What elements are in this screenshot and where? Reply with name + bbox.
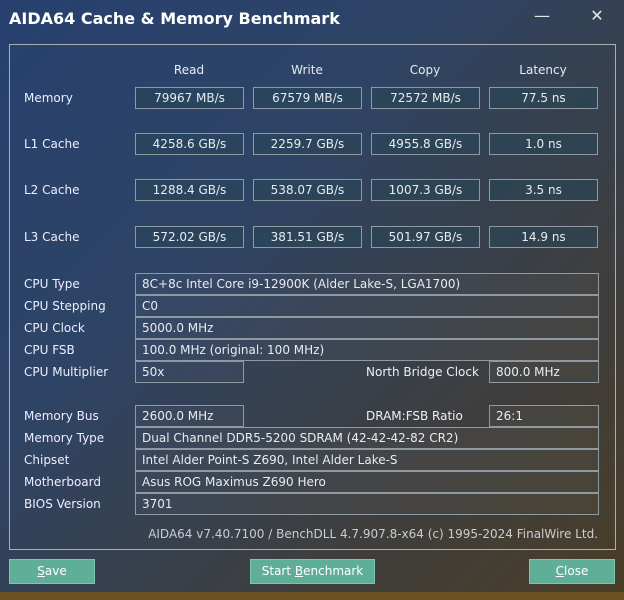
read-value: 1288.4 GB/s [135,179,244,201]
copy-value: 1007.3 GB/s [371,179,480,201]
latency-value: 1.0 ns [489,133,598,155]
start-mnemonic: B [294,564,304,578]
latency-value: 14.9 ns [489,226,598,248]
read-value: 4258.6 GB/s [135,133,244,155]
cpu-stepping-value: C0 [135,295,599,317]
cpu-clock-value: 5000.0 MHz [135,317,599,339]
dram-fsb-label: DRAM:FSB Ratio [366,409,463,423]
dram-fsb-value: 26:1 [489,405,599,427]
cpu-stepping-label: CPU Stepping [24,299,106,313]
chipset-value: Intel Alder Point-S Z690, Intel Alder La… [135,449,599,471]
save-mnemonic: S [37,564,45,578]
minimize-button[interactable]: — [527,6,557,28]
copy-value: 4955.8 GB/s [371,133,480,155]
column-header-copy: Copy [409,63,441,77]
minimize-icon: — [534,6,550,25]
nb-clock-value: 800.0 MHz [489,361,599,383]
start-label: enchmark [303,564,364,578]
copy-value: 72572 MB/s [371,87,480,109]
row-label: L3 Cache [24,230,80,244]
close-icon: ✕ [590,6,604,25]
save-button[interactable]: Save [9,559,95,584]
close-label: lose [564,564,589,578]
latency-value: 3.5 ns [489,179,598,201]
start-benchmark-button[interactable]: Start Benchmark [250,559,375,584]
row-label: L2 Cache [24,183,80,197]
write-value: 381.51 GB/s [253,226,362,248]
close-window-button[interactable]: ✕ [582,6,612,28]
column-header-latency: Latency [519,63,567,77]
start-label-pre: Start [261,564,295,578]
bios-value: 3701 [135,493,599,515]
nb-clock-label: North Bridge Clock [366,365,479,379]
read-value: 572.02 GB/s [135,226,244,248]
save-label: ave [44,564,67,578]
memory-bus-label: Memory Bus [24,409,99,423]
column-header-read: Read [173,63,205,77]
cpu-multiplier-label: CPU Multiplier [24,365,109,379]
close-mnemonic: C [555,564,565,578]
cpu-type-label: CPU Type [24,277,80,291]
memory-type-value: Dual Channel DDR5-5200 SDRAM (42-42-42-8… [135,427,599,449]
cpu-multiplier-value: 50x [135,361,244,383]
motherboard-value: Asus ROG Maximus Z690 Hero [135,471,599,493]
write-value: 538.07 GB/s [253,179,362,201]
memory-bus-value: 2600.0 MHz [135,405,244,427]
cpu-fsb-label: CPU FSB [24,343,75,357]
cpu-type-value: 8C+8c Intel Core i9-12900K (Alder Lake-S… [135,273,599,295]
write-value: 67579 MB/s [253,87,362,109]
chipset-label: Chipset [24,453,70,467]
column-header-write: Write [291,63,323,77]
bios-label: BIOS Version [24,497,101,511]
window-title: AIDA64 Cache & Memory Benchmark [9,9,340,28]
taskbar-strip [0,592,624,600]
row-label: Memory [24,91,73,105]
row-label: L1 Cache [24,137,80,151]
motherboard-label: Motherboard [24,475,101,489]
latency-value: 77.5 ns [489,87,598,109]
write-value: 2259.7 GB/s [253,133,362,155]
benchmark-panel [9,44,616,550]
read-value: 79967 MB/s [135,87,244,109]
close-button[interactable]: Close [529,559,615,584]
cpu-fsb-value: 100.0 MHz (original: 100 MHz) [135,339,599,361]
memory-type-label: Memory Type [24,431,105,445]
version-footer: AIDA64 v7.40.7100 / BenchDLL 4.7.907.8-x… [148,527,598,541]
copy-value: 501.97 GB/s [371,226,480,248]
cpu-clock-label: CPU Clock [24,321,85,335]
